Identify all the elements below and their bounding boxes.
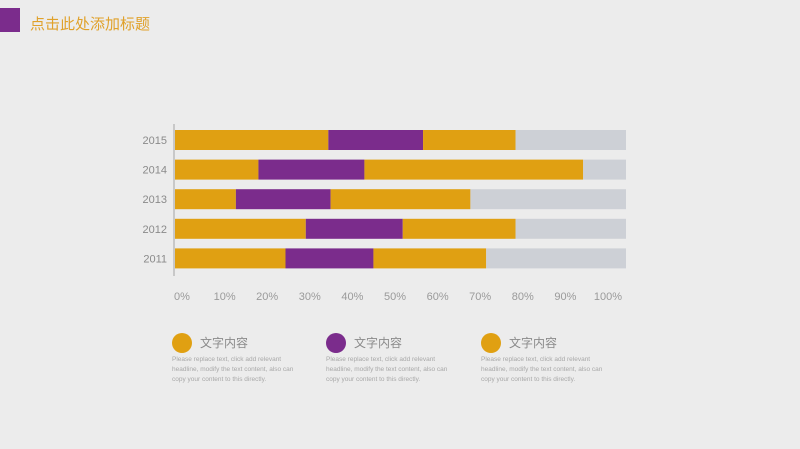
bar-segment-2013-4 (470, 189, 626, 210)
bar-segment-2015-3 (423, 130, 516, 150)
x-tick-label: 90% (554, 291, 576, 303)
y-tick-label: 2015 (143, 135, 167, 147)
legend-dot-purple (326, 333, 346, 353)
page-title[interactable]: 点击此处添加标题 (30, 16, 151, 33)
bar-segment-2011-1 (175, 248, 286, 269)
bar-segment-2015-1 (175, 130, 329, 150)
bar-segment-2015-4 (515, 130, 626, 150)
legend-description[interactable]: Please replace text, click add relevant … (326, 356, 448, 383)
bar-segment-2012-4 (515, 218, 626, 239)
x-tick-label: 0% (174, 291, 190, 303)
bar-segment-2014-1 (175, 159, 259, 180)
x-tick-label: 40% (341, 291, 363, 303)
x-tick-label: 50% (384, 291, 406, 303)
bar-segment-2014-4 (583, 159, 626, 180)
x-tick-label: 10% (214, 291, 236, 303)
legend-title[interactable]: 文字内容 (354, 336, 403, 350)
bar-segment-2013-3 (330, 189, 471, 210)
y-tick-label: 2014 (143, 165, 167, 177)
x-tick-label: 20% (256, 291, 278, 303)
x-tick-label: 80% (512, 291, 534, 303)
bar-segment-2012-3 (402, 218, 516, 239)
corner-accent-block (0, 8, 20, 32)
legend-title[interactable]: 文字内容 (200, 336, 249, 350)
bar-segment-2012-1 (175, 218, 306, 239)
x-tick-label: 30% (299, 291, 321, 303)
bar-segment-2011-3 (373, 248, 487, 269)
y-tick-label: 2011 (143, 253, 167, 265)
bar-segment-2013-2 (235, 189, 331, 210)
legend-description[interactable]: Please replace text, click add relevant … (481, 356, 603, 383)
legend-dot-gold (172, 333, 192, 353)
y-tick-label: 2012 (143, 224, 167, 236)
legend-description[interactable]: Please replace text, click add relevant … (172, 356, 294, 383)
x-tick-label: 60% (427, 291, 449, 303)
bar-segment-2014-3 (364, 159, 584, 180)
bar-segment-2012-2 (305, 218, 403, 239)
bar-segment-2014-2 (258, 159, 365, 180)
legend-dot-gold (481, 333, 501, 353)
x-tick-label: 100% (594, 291, 622, 303)
legend-title[interactable]: 文字内容 (509, 336, 558, 350)
y-tick-label: 2013 (143, 194, 167, 206)
bar-segment-2011-4 (486, 248, 626, 269)
bar-segment-2011-2 (285, 248, 374, 269)
bar-segment-2015-2 (328, 130, 424, 150)
x-tick-label: 70% (469, 291, 491, 303)
bar-segment-2013-1 (175, 189, 236, 210)
